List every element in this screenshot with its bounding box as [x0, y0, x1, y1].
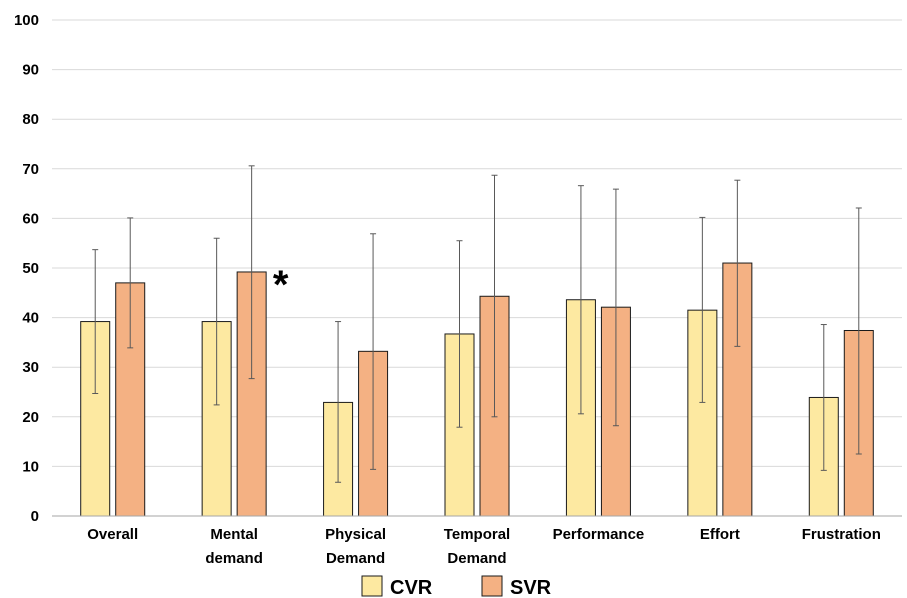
- y-tick-label: 30: [22, 359, 39, 376]
- legend-label-svr: SVR: [510, 577, 552, 598]
- x-tick-label: Demand: [447, 550, 506, 567]
- annotations: *: [273, 263, 289, 307]
- y-tick-label: 60: [22, 210, 39, 227]
- x-tick-label: Temporal: [444, 526, 510, 543]
- error-bars: [92, 165, 862, 483]
- legend-swatch-cvr: [361, 575, 383, 597]
- y-axis-ticks: 0 10 20 30 40 50 60 70 80 90 100: [14, 12, 39, 525]
- x-tick-label: Frustration: [802, 526, 881, 543]
- y-tick-label: 10: [22, 458, 39, 475]
- x-axis-labels: Overall Mental demand Physical Demand Tempora…: [87, 526, 881, 567]
- gridlines: [52, 19, 902, 467]
- y-tick-label: 80: [22, 111, 39, 128]
- y-tick-label: 70: [22, 161, 39, 178]
- y-tick-label: 20: [22, 409, 39, 426]
- significance-asterisk: *: [273, 263, 289, 307]
- x-tick-label: demand: [205, 550, 263, 567]
- x-tick-label: Mental: [210, 526, 258, 543]
- bars: [80, 262, 874, 517]
- x-tick-label: Performance: [553, 526, 645, 543]
- x-tick-label: Effort: [700, 526, 740, 543]
- legend-swatch-svr: [481, 575, 503, 597]
- y-tick-label: 100: [14, 12, 39, 29]
- x-tick-label: Overall: [87, 526, 138, 543]
- legend-label-cvr: CVR: [390, 577, 433, 598]
- x-tick-label: Physical: [325, 526, 386, 543]
- y-tick-label: 40: [22, 310, 39, 327]
- y-tick-label: 90: [22, 62, 39, 79]
- y-tick-label: 0: [31, 508, 39, 525]
- legend: CVR SVR: [361, 575, 552, 598]
- x-tick-label: Demand: [326, 550, 385, 567]
- y-tick-label: 50: [22, 260, 39, 277]
